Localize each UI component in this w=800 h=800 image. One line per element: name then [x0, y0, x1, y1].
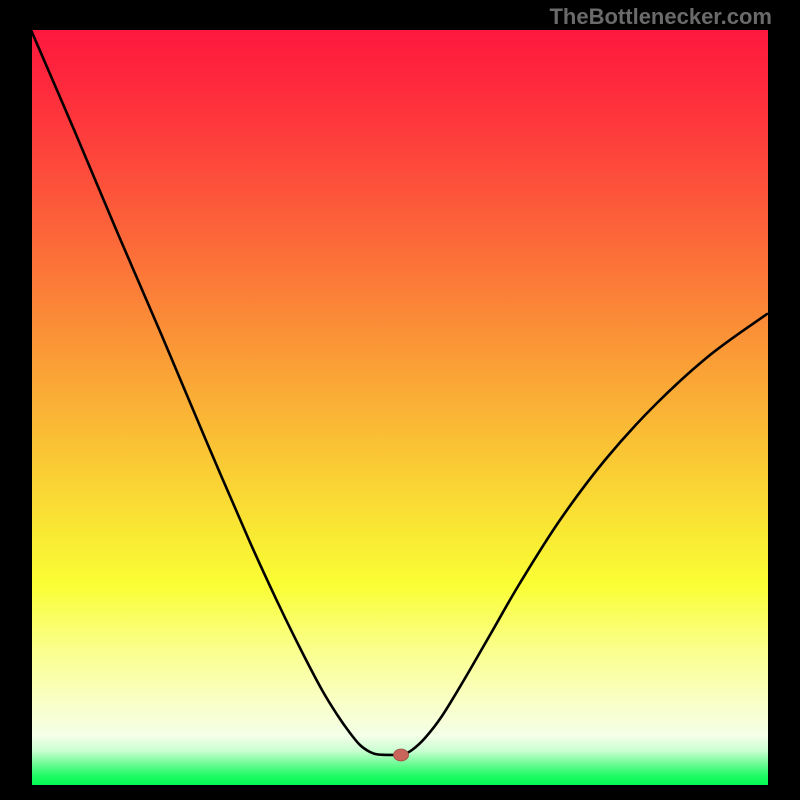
optimal-point-marker	[394, 749, 409, 761]
watermark-text: TheBottlenecker.com	[549, 4, 772, 30]
bottleneck-chart	[0, 0, 800, 800]
plot-background	[32, 30, 768, 785]
chart-stage: TheBottlenecker.com	[0, 0, 800, 800]
